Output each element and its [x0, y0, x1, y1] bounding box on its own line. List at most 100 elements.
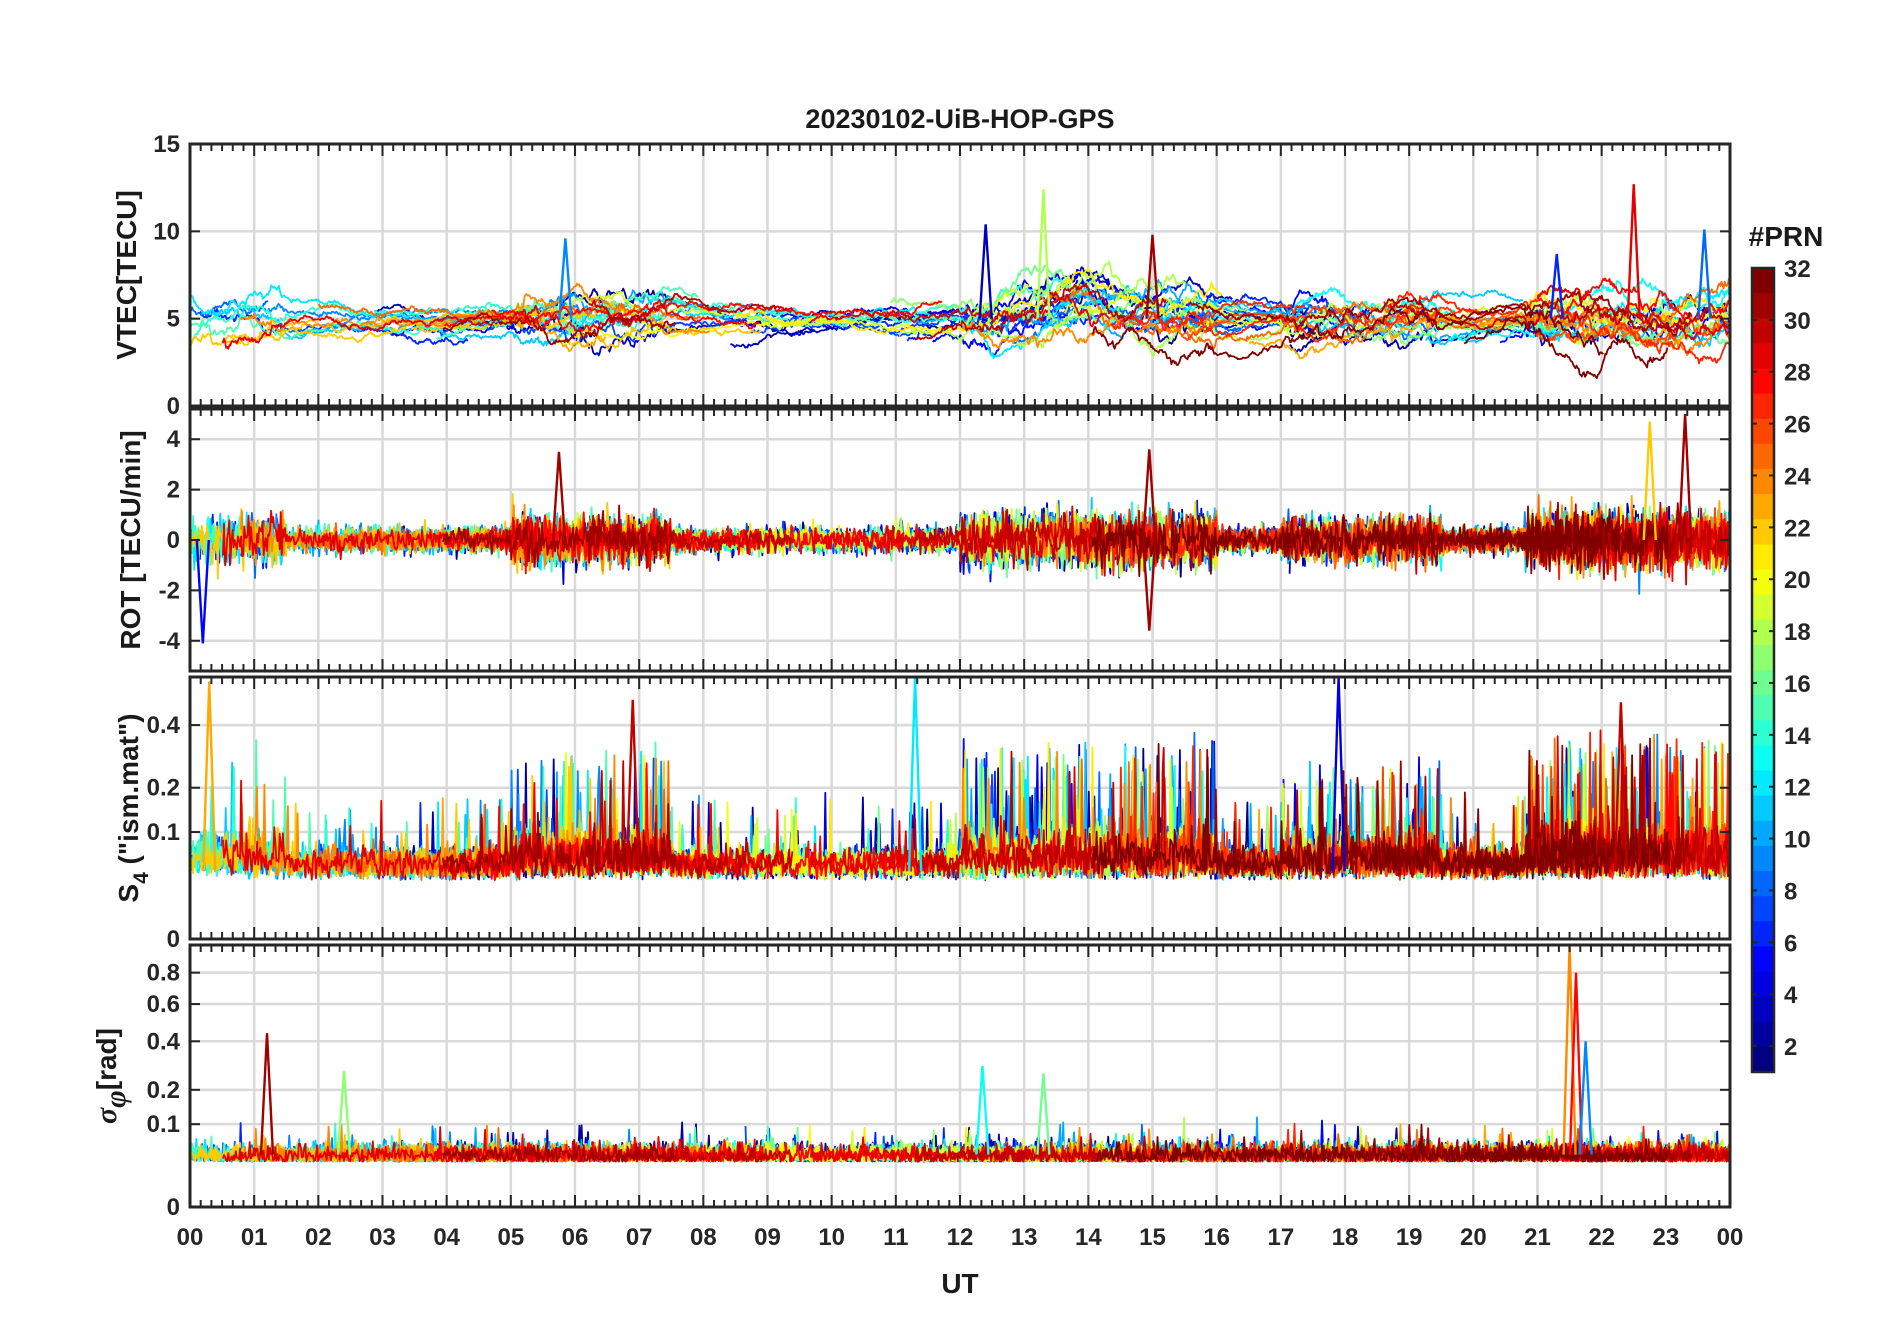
prn-trace — [1388, 303, 1730, 334]
y-tick-label: 0 — [167, 527, 180, 554]
prn-trace — [442, 504, 676, 568]
y-tick-label: 0 — [167, 1194, 180, 1221]
colorbar-segment — [1752, 896, 1774, 922]
y-tick-label: 0.4 — [147, 712, 181, 739]
x-tick-label: 11 — [883, 1224, 908, 1251]
x-tick-label: 05 — [497, 1224, 524, 1251]
colorbar-tick-label: 4 — [1784, 982, 1798, 1009]
axes-layer: 051015-4-202400.10.20.400.10.20.40.60.80… — [147, 131, 1744, 1251]
y-tick-label: 0.2 — [147, 775, 180, 802]
colorbar-tick-label: 14 — [1784, 723, 1811, 750]
colorbar-segment — [1752, 745, 1774, 772]
peak-event — [1036, 189, 1051, 319]
x-tick-label: 00 — [177, 1224, 204, 1251]
y-tick-label: 15 — [153, 131, 180, 158]
rot-panel — [190, 409, 1730, 671]
colorbar-segment — [1752, 343, 1774, 370]
prn-trace — [222, 1126, 541, 1163]
colorbar-tick-label: 32 — [1784, 256, 1811, 283]
peak-event — [558, 238, 573, 319]
y-tick-label: 0.4 — [147, 1028, 181, 1055]
prn-trace — [1383, 291, 1730, 365]
prn-trace — [442, 803, 677, 881]
colorbar-segment — [1752, 946, 1774, 973]
colorbar-tick-label: 16 — [1784, 671, 1811, 698]
peak-event — [195, 539, 211, 644]
colorbar-segment — [1752, 318, 1774, 344]
colorbar-segment — [1752, 418, 1774, 445]
colorbar-segment — [1752, 544, 1774, 571]
sigma-phi-ylabel: σφ[rad] — [90, 1028, 132, 1124]
sigma-phi-ylabel-sub: φ — [99, 1090, 132, 1108]
s4-ylabel-rest: ("ism.mat") — [113, 713, 144, 872]
y-tick-label: 5 — [167, 306, 180, 333]
y-tick-label: 0.2 — [147, 1077, 180, 1104]
prn-trace — [1189, 291, 1693, 337]
rot-ylabel: ROT [TECU/min] — [115, 430, 146, 649]
peak-event — [1568, 972, 1584, 1155]
colorbar-segment — [1752, 368, 1774, 395]
prn-trace — [442, 1139, 677, 1163]
colorbar-tick-label: 28 — [1784, 360, 1811, 387]
chart-title: 20230102-UiB-HOP-GPS — [805, 104, 1114, 134]
colorbar-tick-label: 22 — [1784, 515, 1811, 542]
prn-trace — [898, 260, 1187, 345]
x-tick-label: 18 — [1332, 1224, 1359, 1251]
x-tick-label: 20 — [1460, 1224, 1487, 1251]
colorbar-tick-label: 10 — [1784, 827, 1811, 854]
y-tick-label: 0.1 — [147, 1111, 180, 1138]
colorbar-label: #PRN — [1749, 221, 1824, 252]
colorbar-segment — [1752, 795, 1774, 822]
vtec-ylabel: VTEC[TECU] — [111, 190, 142, 360]
colorbar-segment — [1752, 720, 1774, 746]
x-axis-label: UT — [941, 1268, 978, 1299]
sigma-phi-panel — [190, 945, 1730, 1207]
x-tick-label: 10 — [818, 1224, 845, 1251]
colorbar-tick-label: 24 — [1784, 463, 1811, 490]
colorbar-segment — [1752, 820, 1774, 847]
prn-trace — [1442, 312, 1730, 357]
x-tick-label: 06 — [562, 1224, 589, 1251]
peak-event — [202, 681, 217, 872]
x-tick-label: 01 — [241, 1224, 268, 1251]
x-tick-label: 00 — [1717, 1224, 1744, 1251]
x-tick-label: 04 — [433, 1224, 460, 1251]
peak-event — [1642, 421, 1657, 541]
colorbar-segment — [1752, 443, 1774, 470]
prn-trace — [1463, 318, 1669, 380]
prn-trace — [914, 282, 1167, 341]
colorbar-tick-label: 2 — [1784, 1034, 1797, 1061]
x-tick-label: 08 — [690, 1224, 717, 1251]
prn-trace — [317, 298, 702, 328]
peak-event — [336, 1070, 352, 1155]
colorbar-segment — [1752, 770, 1774, 797]
peak-event — [1613, 702, 1629, 872]
colorbar-frame — [1750, 266, 1776, 1074]
x-tick-label: 09 — [754, 1224, 781, 1251]
peak-event — [1677, 413, 1693, 541]
colorbar-segment — [1752, 971, 1774, 998]
colorbar-tick-label: 12 — [1784, 775, 1811, 802]
prn-trace — [1463, 508, 1669, 573]
x-tick-label: 22 — [1588, 1224, 1615, 1251]
prn-trace — [981, 304, 1335, 357]
y-tick-label: 2 — [167, 477, 180, 504]
colorbar-segment — [1752, 569, 1774, 596]
colorbar-segment — [1752, 494, 1774, 520]
colorbar-tick-label: 6 — [1784, 930, 1797, 957]
prn-trace — [1463, 749, 1669, 879]
peak-event — [1142, 539, 1157, 631]
x-tick-label: 23 — [1652, 1224, 1679, 1251]
prn-trace — [1091, 743, 1605, 881]
colorbar-segment — [1752, 594, 1774, 621]
peak-event — [1697, 229, 1712, 319]
s4-ylabel-sub: 4 — [130, 872, 153, 884]
sigma-phi-ylabel-rest: [rad] — [91, 1028, 122, 1090]
peak-event — [978, 224, 993, 319]
prn-trace — [411, 312, 762, 350]
colorbar-segment — [1752, 921, 1774, 947]
vtec-panel — [190, 144, 1730, 406]
colorbar-tick-label: 30 — [1784, 308, 1811, 335]
prn-trace — [588, 760, 794, 880]
